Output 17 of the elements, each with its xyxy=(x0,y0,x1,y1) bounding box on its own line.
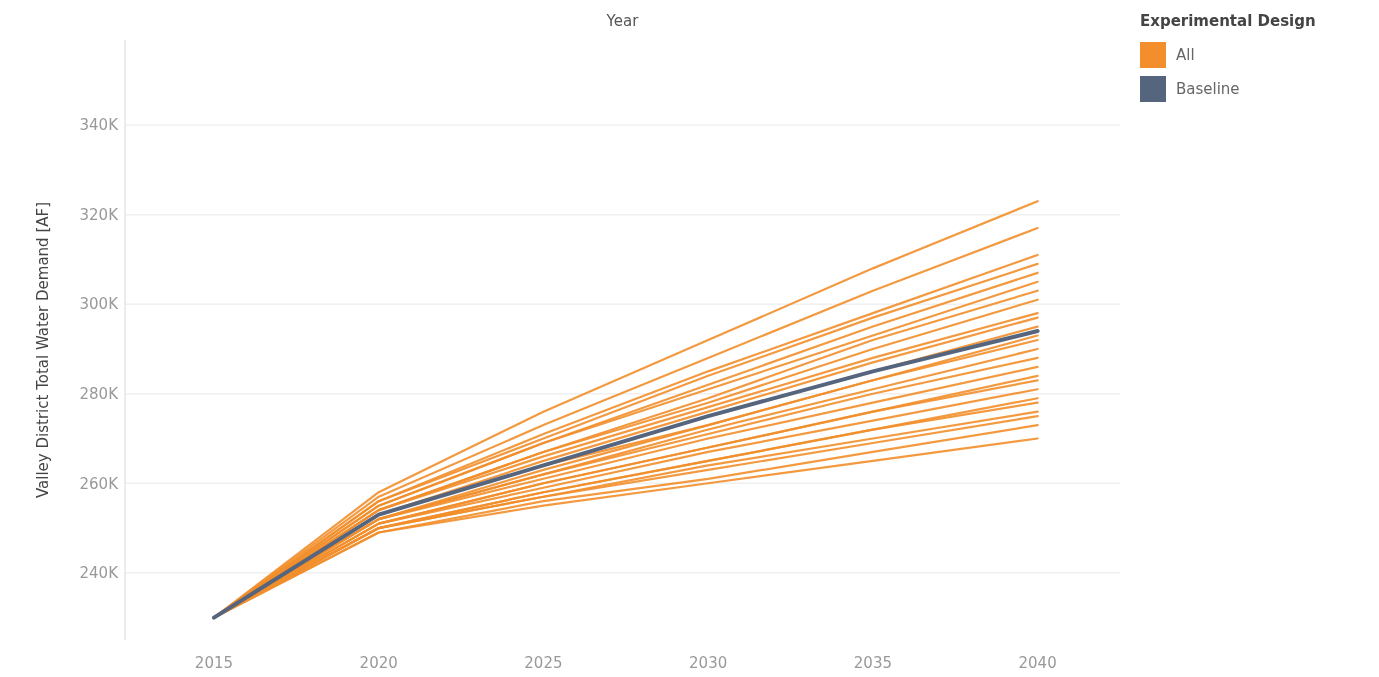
y-tick-label: 260K xyxy=(79,474,120,493)
x-tick-label: 2025 xyxy=(524,654,563,672)
x-tick-label: 2030 xyxy=(689,654,728,672)
y-tick-label: 320K xyxy=(79,205,120,224)
legend-title: Experimental Design xyxy=(1140,12,1316,30)
x-tick-label: 2015 xyxy=(194,654,234,672)
x-tick-label: 2040 xyxy=(1018,654,1057,672)
x-axis-title: Year xyxy=(605,12,640,30)
x-tick-label: 2020 xyxy=(359,654,398,672)
legend-label: Baseline xyxy=(1176,80,1240,99)
y-tick-label: 340K xyxy=(79,116,120,135)
y-axis-title: Valley District Total Water Demand [AF] xyxy=(34,201,52,499)
x-tick-label: 2035 xyxy=(853,654,892,672)
y-tick-label: 280K xyxy=(79,384,120,403)
y-tick-label: 300K xyxy=(79,295,120,314)
legend-label: All xyxy=(1176,46,1195,65)
y-tick-label: 240K xyxy=(79,564,120,583)
